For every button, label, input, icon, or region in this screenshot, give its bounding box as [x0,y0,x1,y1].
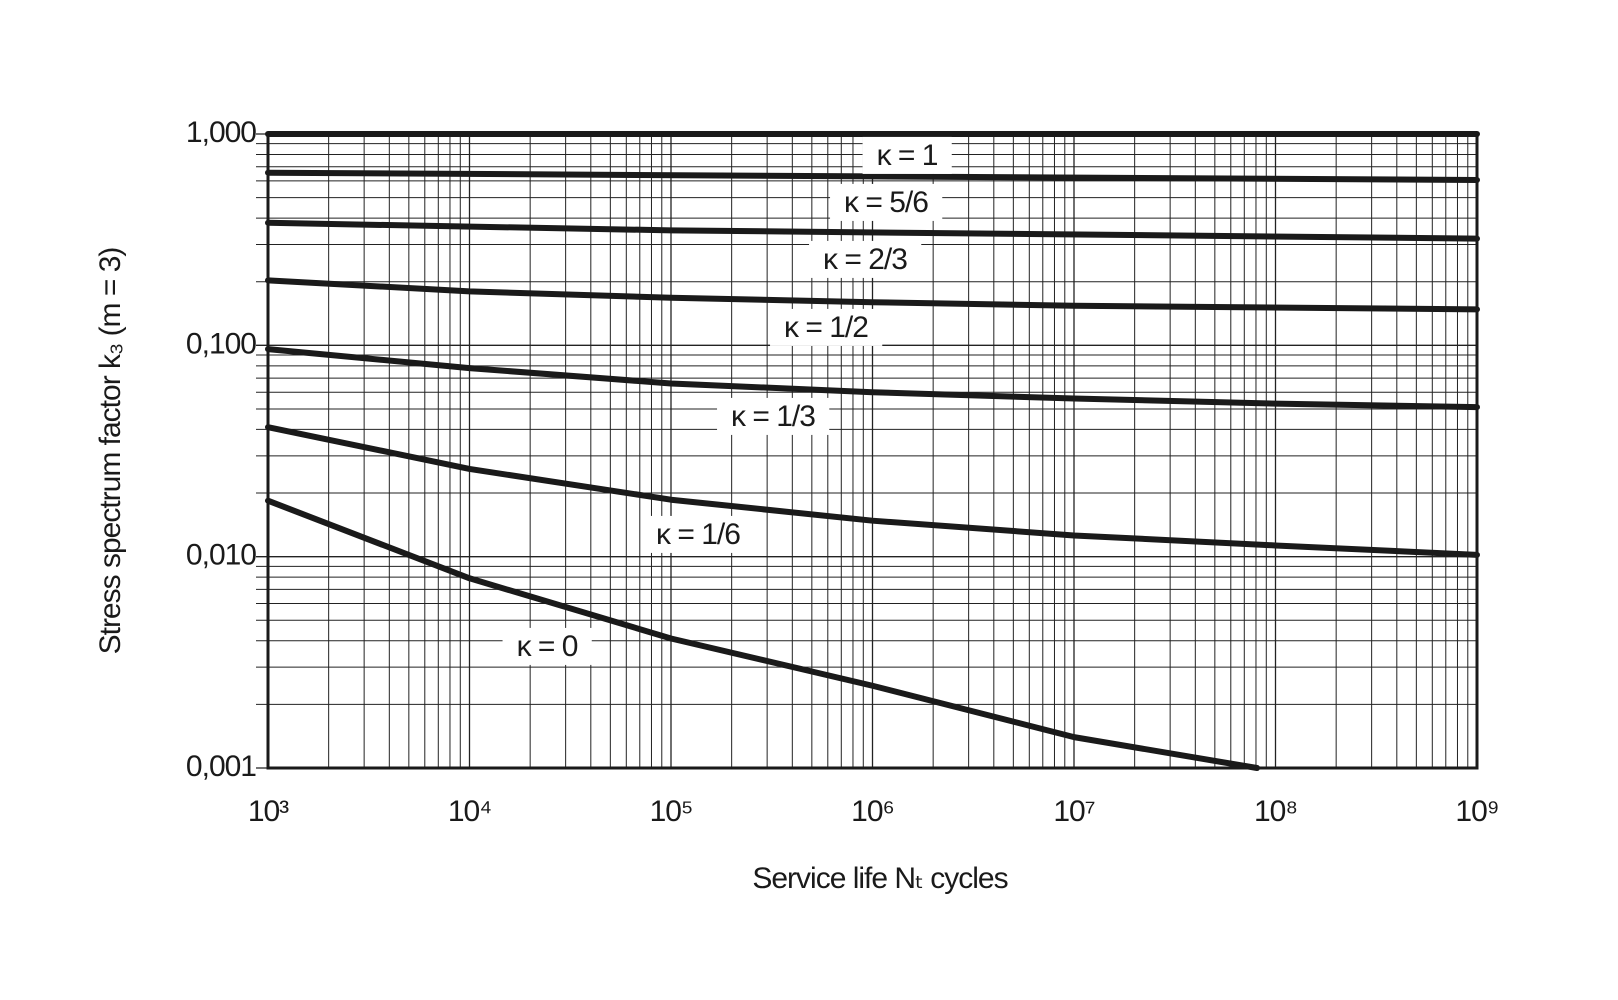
series-label: κ = 1/3 [717,397,830,435]
series-label: κ = 2/3 [809,240,922,278]
x-tick-label: 10⁹ [1455,795,1498,828]
y-tick-label: 0,100 [186,327,256,360]
series-line [265,497,1261,771]
x-tick-label: 10⁴ [448,795,491,828]
series-line [265,346,1480,411]
series-label-bg [809,240,922,278]
series-label-bg [770,308,883,346]
series-label: κ = 0 [502,627,592,665]
series-label: κ = 5/6 [830,183,943,221]
x-axis-title: Service life Nₜ cycles [752,862,1007,895]
series-label-bg [862,136,952,174]
y-tick-label: 0,010 [186,539,256,572]
series-label: κ = 1/6 [642,515,755,553]
series-line [265,219,1480,242]
y-tick-label: 0,001 [186,750,256,783]
series-label: κ = 1/2 [770,308,883,346]
series-label-text: κ = 1/3 [731,400,815,433]
x-tick-label: 10³ [248,795,289,828]
series-label: κ = 1 [862,136,952,174]
x-tick-label: 10⁵ [650,795,693,828]
y-tick-label: 1,000 [186,116,256,149]
series-line [265,169,1480,183]
series-label-bg [830,183,943,221]
series-line [265,277,1480,313]
x-tick-label: 10⁸ [1254,795,1297,828]
series-label-bg [717,397,830,435]
series-label-text: κ = 5/6 [844,186,928,219]
y-axis-title: Stress spectrum factor k₃ (m = 3) [94,248,127,655]
x-tick-label: 10⁷ [1053,795,1094,828]
series-label-text: κ = 2/3 [823,243,907,276]
x-tick-label: 10⁶ [851,795,894,828]
series-line [265,424,1480,558]
series-label-text: κ = 1/6 [656,518,740,551]
series-label-bg [642,515,755,553]
series-label-text: κ = 1/2 [784,311,868,344]
series-label-text: κ = 0 [517,630,578,663]
series-label-bg [502,627,592,665]
series-label-text: κ = 1 [877,139,938,172]
